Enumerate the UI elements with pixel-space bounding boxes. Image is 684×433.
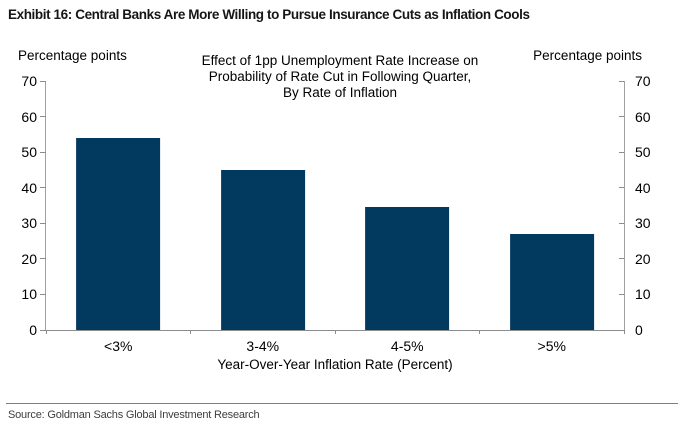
y-axis-left-tick [40,80,46,82]
y-axis-right-tick [619,187,624,189]
bar-3-4% [220,169,305,330]
y-axis-right-tick [619,293,624,295]
x-axis-category-label: 3-4% [246,338,280,354]
source-text: Source: Goldman Sachs Global Investment … [8,409,260,421]
x-axis-tick [479,330,480,334]
y-axis-left-tick-label: 40 [21,179,37,196]
bar->5% [509,233,594,330]
exhibit-title: Exhibit 16: Central Banks Are More Willi… [8,7,530,22]
y-axis-right-tick-label: 70 [635,73,651,89]
y-axis-left-tick [40,329,46,331]
y-axis-right-tick-label: 60 [635,108,651,125]
y-axis-right-tick-label: 0 [635,322,643,338]
y-axis-left-tick-label: 60 [21,108,37,125]
y-axis-left-tick-label: 30 [21,215,37,232]
x-axis-tick [334,330,336,334]
y-axis-left-tick [40,116,46,118]
y-axis-right-tick-label: 10 [635,286,651,303]
y-axis-right-tick-label: 20 [635,250,651,267]
plot-area: 0 0 10 10 20 20 30 30 40 40 50 50 60 60 70 70 <3% 3-4% 4-5… [21,73,650,354]
bar-<3% [76,137,161,330]
y-axis-left-tick-label: 0 [29,322,37,338]
x-axis-tick [190,330,191,334]
y-axis-right-tick [619,329,624,331]
x-axis-category-label: <3% [104,338,133,354]
y-axis-left-tick [40,222,46,224]
bar-4-5% [365,207,450,330]
x-axis-category-label: >5% [537,338,566,354]
y-axis-right-tick [619,222,624,224]
chart-title: Effect of 1pp Unemployment Rate Increase… [201,53,479,100]
y-axis-left-tick [40,293,46,295]
right-axis-unit-label: Percentage points [533,48,642,63]
x-axis-tick [623,330,625,334]
left-axis-unit-label: Percentage points [18,48,127,63]
y-axis-right-tick-label: 50 [635,144,651,161]
y-axis-right-tick-label: 40 [635,179,651,196]
y-axis-left-tick [40,151,46,153]
y-axis-left-tick-label: 10 [21,286,37,303]
source-divider [6,403,678,404]
y-axis-left-tick-label: 50 [21,144,37,161]
y-axis-left-tick-label: 70 [21,73,37,89]
y-axis-left-tick-label: 20 [21,250,37,267]
y-axis-left-tick [40,258,46,260]
y-axis-left-tick [40,187,46,189]
y-axis-right-tick [619,151,624,153]
y-axis-right-tick [619,116,624,118]
x-axis-category-label: 4-5% [390,338,424,354]
y-axis-right-tick [619,258,624,260]
y-axis-right-tick-label: 30 [635,215,651,232]
y-axis-right-tick [619,80,624,82]
x-axis-tick [45,330,47,334]
x-axis-title: Year-Over-Year Inflation Rate (Percent) [217,357,453,372]
